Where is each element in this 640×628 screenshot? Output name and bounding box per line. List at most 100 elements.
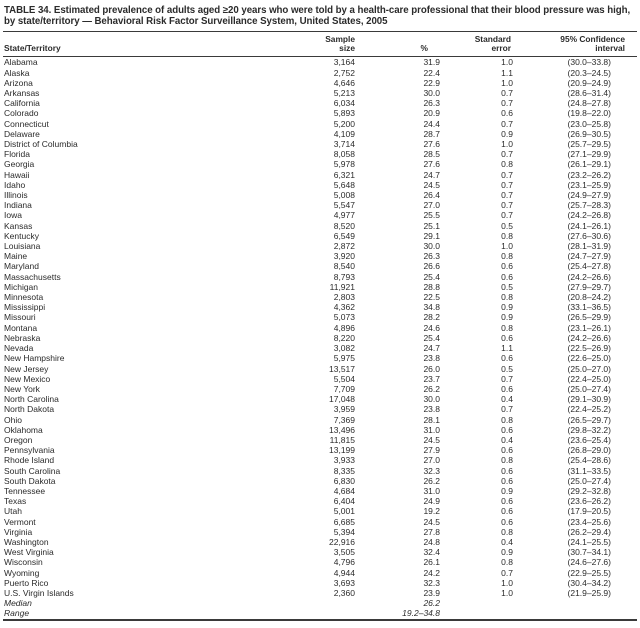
sample-size-value: 3,933 xyxy=(333,455,355,466)
table-row: Ohio 7,369 28.1 0.8 (26.5–29.7) xyxy=(3,415,637,425)
standard-error-value: 0.8 xyxy=(501,455,513,466)
sample-size-value: 8,793 xyxy=(333,271,355,282)
confidence-interval-value: (22.9–25.5) xyxy=(567,567,611,578)
percent-value: 31.0 xyxy=(423,485,440,496)
standard-error-value: 0.6 xyxy=(501,516,513,527)
sample-size-value: 8,220 xyxy=(333,332,355,343)
percent-value: 27.0 xyxy=(423,455,440,466)
summary-empty-cell xyxy=(300,608,355,619)
confidence-interval-value: (26.2–29.4) xyxy=(567,526,611,537)
sample-size-value: 13,517 xyxy=(329,363,355,374)
percent-value: 24.5 xyxy=(423,516,440,527)
percent-value: 27.8 xyxy=(423,526,440,537)
summary-row: Median 26.2 xyxy=(3,598,637,608)
table-row: Delaware 4,109 28.7 0.9 (26.9–30.5) xyxy=(3,129,637,139)
sample-size-value: 2,752 xyxy=(333,67,355,78)
table-row: Alabama 3,164 31.9 1.0 (30.0–33.8) xyxy=(3,57,637,68)
table-row: Michigan 11,921 28.8 0.5 (27.9–29.7) xyxy=(3,282,637,292)
sample-size-value: 8,520 xyxy=(333,220,355,231)
state-territory-name: Alabama xyxy=(4,57,38,68)
confidence-interval-value: (19.8–22.0) xyxy=(567,108,611,119)
confidence-interval-value: (29.1–30.9) xyxy=(567,394,611,405)
confidence-interval-value: (22.6–25.0) xyxy=(567,353,611,364)
table-row: New Mexico 5,504 23.7 0.7 (22.4–25.0) xyxy=(3,374,637,384)
state-territory-name: Montana xyxy=(4,322,38,333)
col-header-confidence-interval: 95% Confidence interval xyxy=(513,31,637,58)
confidence-interval-value: (24.2–26.8) xyxy=(567,210,611,221)
col-header-standard-error: Standard error xyxy=(440,31,513,58)
sample-size-value: 4,646 xyxy=(333,77,355,88)
table-row: Louisiana 2,872 30.0 1.0 (28.1–31.9) xyxy=(3,241,637,251)
state-territory-name: District of Columbia xyxy=(4,139,78,150)
standard-error-value: 0.6 xyxy=(501,424,513,435)
table-row: Maine 3,920 26.3 0.8 (24.7–27.9) xyxy=(3,251,637,261)
percent-value: 20.9 xyxy=(423,108,440,119)
confidence-interval-value: (24.2–26.6) xyxy=(567,271,611,282)
state-territory-name: North Carolina xyxy=(4,394,59,405)
percent-value: 23.8 xyxy=(423,404,440,415)
state-territory-name: Nevada xyxy=(4,343,34,354)
sample-size-value: 4,109 xyxy=(333,128,355,139)
confidence-interval-value: (29.2–32.8) xyxy=(567,485,611,496)
confidence-interval-value: (24.7–27.9) xyxy=(567,251,611,262)
standard-error-value: 0.4 xyxy=(501,394,513,405)
percent-value: 27.0 xyxy=(423,200,440,211)
confidence-interval-value: (31.1–33.5) xyxy=(567,465,611,476)
standard-error-value: 0.8 xyxy=(501,526,513,537)
state-territory-name: Minnesota xyxy=(4,292,44,303)
percent-value: 25.1 xyxy=(423,220,440,231)
sample-size-value: 3,505 xyxy=(333,547,355,558)
sample-size-value: 13,199 xyxy=(329,445,355,456)
confidence-interval-value: (25.4–27.8) xyxy=(567,261,611,272)
state-territory-name: Washington xyxy=(4,536,49,547)
sample-size-value: 3,714 xyxy=(333,139,355,150)
sample-size-value: 5,504 xyxy=(333,373,355,384)
table-row: North Carolina 17,048 30.0 0.4 (29.1–30.… xyxy=(3,394,637,404)
standard-error-value: 0.8 xyxy=(501,159,513,170)
percent-value: 32.4 xyxy=(423,547,440,558)
standard-error-value: 0.8 xyxy=(501,414,513,425)
sample-size-value: 8,335 xyxy=(333,465,355,476)
state-territory-name: New Hampshire xyxy=(4,353,65,364)
percent-value: 26.3 xyxy=(423,98,440,109)
sample-size-value: 11,921 xyxy=(329,281,355,292)
standard-error-value: 0.8 xyxy=(501,292,513,303)
sample-size-value: 11,815 xyxy=(329,434,355,445)
confidence-interval-value: (25.0–27.0) xyxy=(567,363,611,374)
state-territory-name: New Jersey xyxy=(4,363,49,374)
table-row: Idaho 5,648 24.5 0.7 (23.1–25.9) xyxy=(3,180,637,190)
state-territory-name: Alaska xyxy=(4,67,30,78)
table-row: Virginia 5,394 27.8 0.8 (26.2–29.4) xyxy=(3,527,637,537)
table-row: Arizona 4,646 22.9 1.0 (20.9–24.9) xyxy=(3,78,637,88)
confidence-interval-value: (30.7–34.1) xyxy=(567,547,611,558)
state-territory-name: Kansas xyxy=(4,220,33,231)
sample-size-value: 17,048 xyxy=(329,394,355,405)
confidence-interval-value: (20.3–24.5) xyxy=(567,67,611,78)
table-row: Hawaii 6,321 24.7 0.7 (23.2–26.2) xyxy=(3,170,637,180)
percent-value: 24.7 xyxy=(423,343,440,354)
standard-error-value: 1.0 xyxy=(501,241,513,252)
standard-error-value: 0.8 xyxy=(501,230,513,241)
standard-error-value: 0.7 xyxy=(501,567,513,578)
sample-size-value: 5,001 xyxy=(333,506,355,517)
sample-size-value: 4,684 xyxy=(333,485,355,496)
state-territory-name: Maryland xyxy=(4,261,39,272)
col-header-percent: % xyxy=(355,31,440,58)
standard-error-value: 1.1 xyxy=(501,67,513,78)
standard-error-value: 0.8 xyxy=(501,322,513,333)
state-territory-name: Arizona xyxy=(4,77,33,88)
sample-size-value: 5,394 xyxy=(333,526,355,537)
sample-size-value: 5,547 xyxy=(333,200,355,211)
percent-value: 22.5 xyxy=(423,292,440,303)
summary-empty-cell xyxy=(440,608,513,619)
standard-error-value: 1.0 xyxy=(501,587,513,598)
sample-size-value: 22,916 xyxy=(329,536,355,547)
summary-value: 26.2 xyxy=(423,598,440,609)
percent-value: 22.9 xyxy=(423,77,440,88)
sample-size-value: 5,648 xyxy=(333,179,355,190)
standard-error-value: 0.7 xyxy=(501,149,513,160)
table-row: Puerto Rico 3,693 32.3 1.0 (30.4–34.2) xyxy=(3,578,637,588)
table-row: U.S. Virgin Islands 2,360 23.9 1.0 (21.9… xyxy=(3,588,637,598)
standard-error-value: 0.7 xyxy=(501,404,513,415)
percent-value: 26.3 xyxy=(423,251,440,262)
